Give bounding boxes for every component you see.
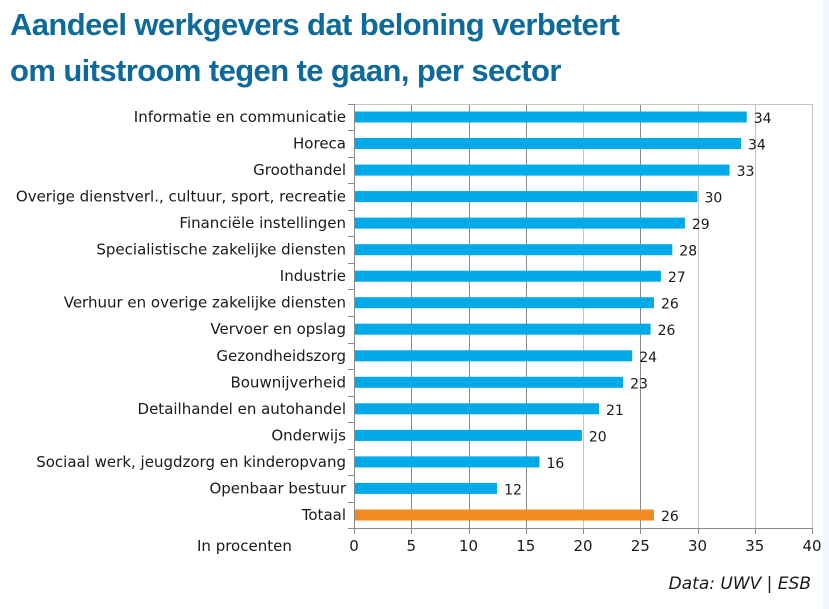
bar bbox=[355, 456, 540, 468]
bar bbox=[355, 217, 685, 229]
category-label: Vervoer en opslag bbox=[210, 320, 346, 338]
value-label: 33 bbox=[737, 164, 755, 180]
x-tick-labels: 0 5 10 15 20 25 30 35 40 bbox=[349, 537, 821, 555]
value-label: 26 bbox=[661, 297, 679, 313]
chart-title: Aandeel werkgevers dat beloning verbeter… bbox=[10, 2, 620, 94]
source-note: Data: UWV | ESB bbox=[668, 574, 811, 594]
bars bbox=[355, 111, 747, 521]
category-label: Informatie en communicatie bbox=[134, 108, 346, 126]
category-label: Openbaar bestuur bbox=[209, 479, 346, 497]
x-tick-label: 15 bbox=[516, 537, 535, 555]
category-label: Specialistische zakelijke diensten bbox=[96, 241, 346, 259]
x-tick-label: 35 bbox=[745, 537, 764, 555]
bar bbox=[355, 376, 624, 388]
value-label: 28 bbox=[679, 244, 697, 260]
category-label: Detailhandel en autohandel bbox=[138, 400, 346, 418]
bar bbox=[355, 270, 661, 282]
category-label: Financiële instellingen bbox=[179, 214, 346, 232]
bar bbox=[355, 482, 498, 494]
value-label: 23 bbox=[630, 376, 648, 392]
x-tick-label: 30 bbox=[688, 537, 707, 555]
bar bbox=[355, 244, 673, 256]
bar bbox=[355, 403, 599, 415]
category-label: Bouwnijverheid bbox=[230, 373, 346, 391]
category-label: Gezondheidszorg bbox=[216, 347, 346, 365]
x-tick-label: 25 bbox=[631, 537, 650, 555]
category-labels: Informatie en communicatie Horeca Groothan… bbox=[16, 108, 347, 524]
bar bbox=[355, 323, 651, 335]
value-label: 27 bbox=[668, 270, 686, 286]
value-label: 26 bbox=[658, 323, 676, 339]
category-label: Industrie bbox=[280, 267, 346, 285]
x-tick-label: 20 bbox=[573, 537, 592, 555]
category-label: Sociaal werk, jeugdzorg en kinderopvang bbox=[36, 453, 346, 471]
value-label: 20 bbox=[589, 429, 607, 445]
x-tick-label: 10 bbox=[459, 537, 478, 555]
value-label: 34 bbox=[754, 111, 772, 127]
x-axis-label: In procenten bbox=[197, 537, 292, 555]
title-line-2: om uitstroom tegen te gaan, per sector bbox=[10, 53, 561, 88]
value-label: 12 bbox=[504, 482, 522, 498]
x-tick-label: 5 bbox=[407, 537, 417, 555]
x-tick-label: 40 bbox=[802, 537, 821, 555]
bar bbox=[355, 350, 633, 362]
plot-frame bbox=[348, 104, 813, 534]
category-label: Totaal bbox=[301, 506, 346, 524]
category-label: Verhuur en overige zakelijke diensten bbox=[64, 294, 346, 312]
right-edge-strip bbox=[823, 0, 829, 609]
bar bbox=[355, 429, 582, 441]
category-label: Groothandel bbox=[253, 161, 346, 179]
category-label: Onderwijs bbox=[271, 426, 346, 444]
value-label: 34 bbox=[748, 138, 766, 154]
value-label: 21 bbox=[606, 403, 624, 419]
bar-totaal bbox=[355, 509, 654, 521]
bar bbox=[355, 138, 741, 149]
bar bbox=[355, 111, 747, 123]
x-tick-label: 0 bbox=[349, 537, 359, 555]
bar bbox=[355, 191, 698, 203]
value-label: 29 bbox=[692, 217, 710, 233]
value-label: 26 bbox=[661, 509, 679, 525]
value-label: 16 bbox=[547, 456, 565, 472]
category-label: Overige dienstverl., cultuur, sport, rec… bbox=[16, 188, 346, 206]
title-line-1: Aandeel werkgevers dat beloning verbeter… bbox=[10, 7, 620, 42]
value-label: 24 bbox=[639, 350, 657, 366]
bar bbox=[355, 164, 730, 176]
value-label: 30 bbox=[705, 191, 723, 207]
category-label: Horeca bbox=[293, 135, 346, 153]
bar bbox=[355, 297, 654, 309]
